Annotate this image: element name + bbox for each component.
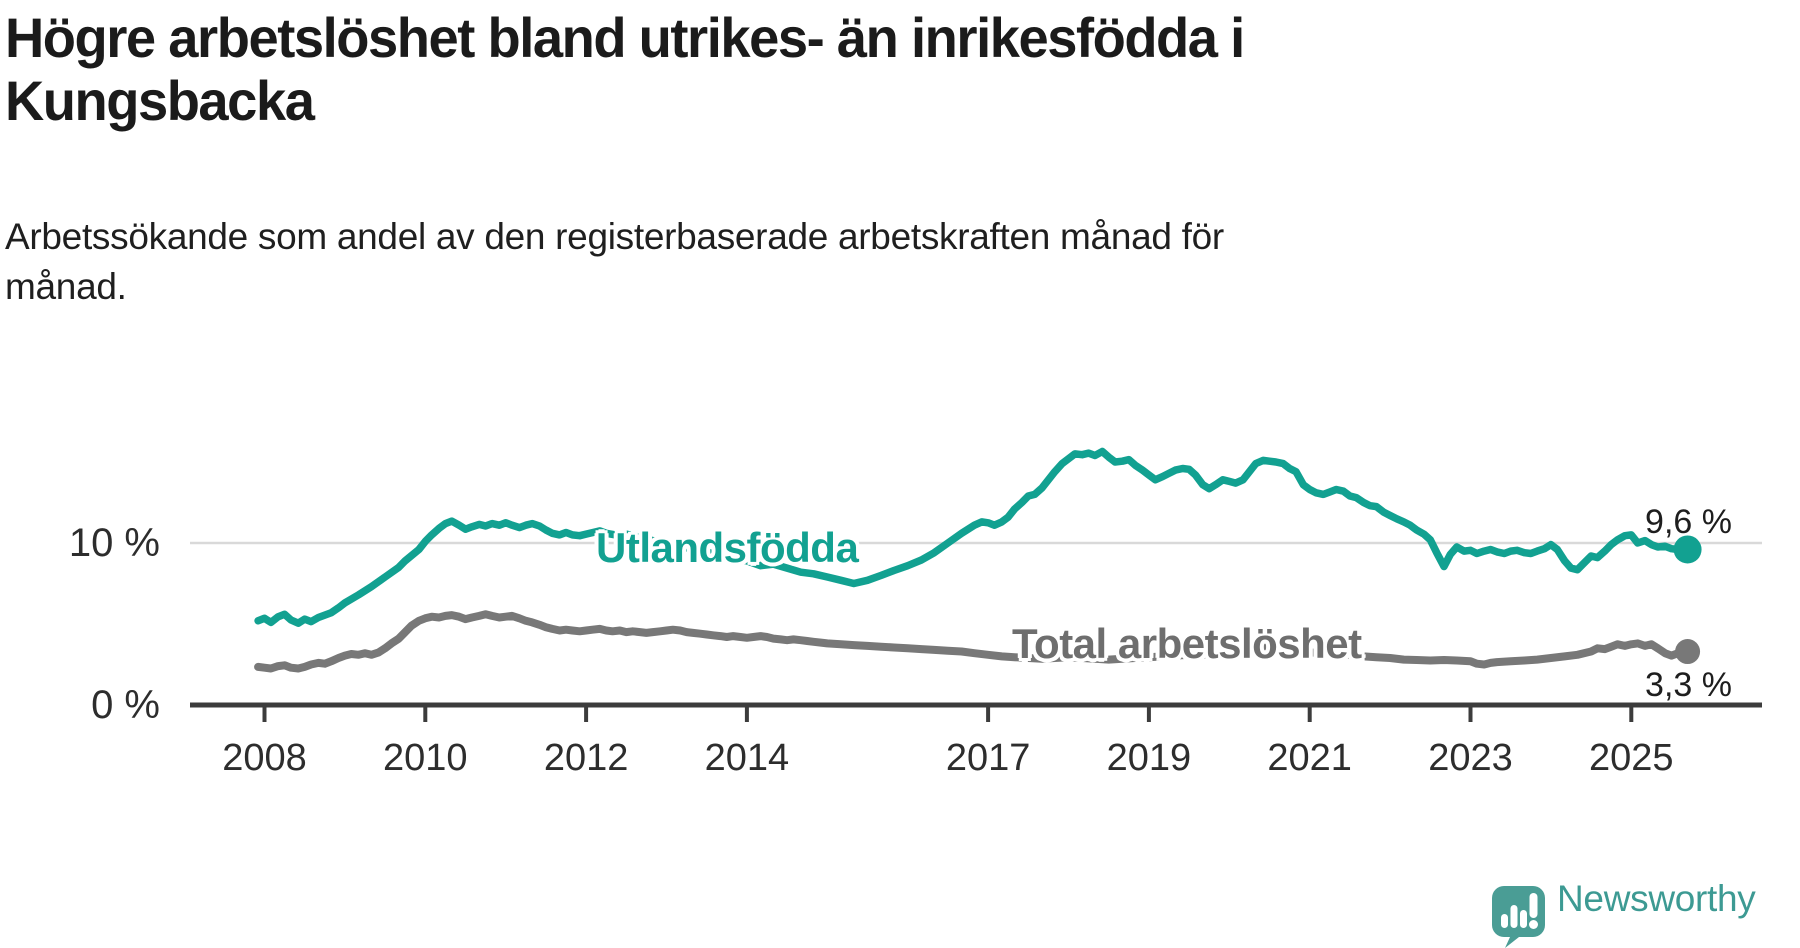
- subtitle-line-2: månad.: [5, 266, 127, 307]
- x-axis-tick-label-2017: 2017: [945, 737, 1031, 779]
- series-line-utlandsfodda: [254, 447, 1692, 627]
- newsworthy-icon: [1492, 886, 1545, 948]
- newsworthy-logo-text: Newsworthy: [1557, 878, 1756, 919]
- series-label-utlandsfodda: Utlandsfödda: [596, 524, 859, 571]
- series-line-total: [254, 610, 1692, 673]
- y-axis-label-0: 0 %: [91, 683, 160, 727]
- end-value-utlandsfodda: 9,6 %: [1645, 503, 1732, 541]
- title-line-2: Kungsbacka: [5, 69, 315, 132]
- end-dot-total: [1675, 639, 1701, 665]
- x-axis-tick-label-2014: 2014: [704, 737, 790, 779]
- y-axis-label-10: 10 %: [68, 521, 160, 565]
- end-dot-utlandsfodda: [1673, 535, 1702, 564]
- series-label-total-arbetsloshet: Total arbetslöshet: [1012, 620, 1362, 667]
- x-axis-tick-label-2008: 2008: [222, 737, 307, 779]
- subtitle-line-1: Arbetssökande som andel av den registerb…: [5, 216, 1224, 257]
- page-title: Högre arbetslöshet bland utrikes- än inr…: [5, 6, 1673, 132]
- newsworthy-logo: Newsworthy: [1492, 875, 1756, 948]
- x-axis-tick-label-2012: 2012: [543, 737, 629, 779]
- end-value-total-arbetsloshet: 3,3 %: [1645, 666, 1732, 704]
- chart-subtitle: Arbetssökande som andel av den registerb…: [5, 212, 1505, 312]
- x-axis-tick-label-2023: 2023: [1428, 737, 1513, 779]
- x-axis-tick-label-2019: 2019: [1106, 737, 1192, 779]
- title-line-1: Högre arbetslöshet bland utrikes- än inr…: [5, 6, 1245, 69]
- x-axis-tick-label-2021: 2021: [1267, 737, 1352, 779]
- x-axis-tick-label-2025: 2025: [1589, 737, 1674, 779]
- x-axis-tick-label-2010: 2010: [383, 737, 468, 779]
